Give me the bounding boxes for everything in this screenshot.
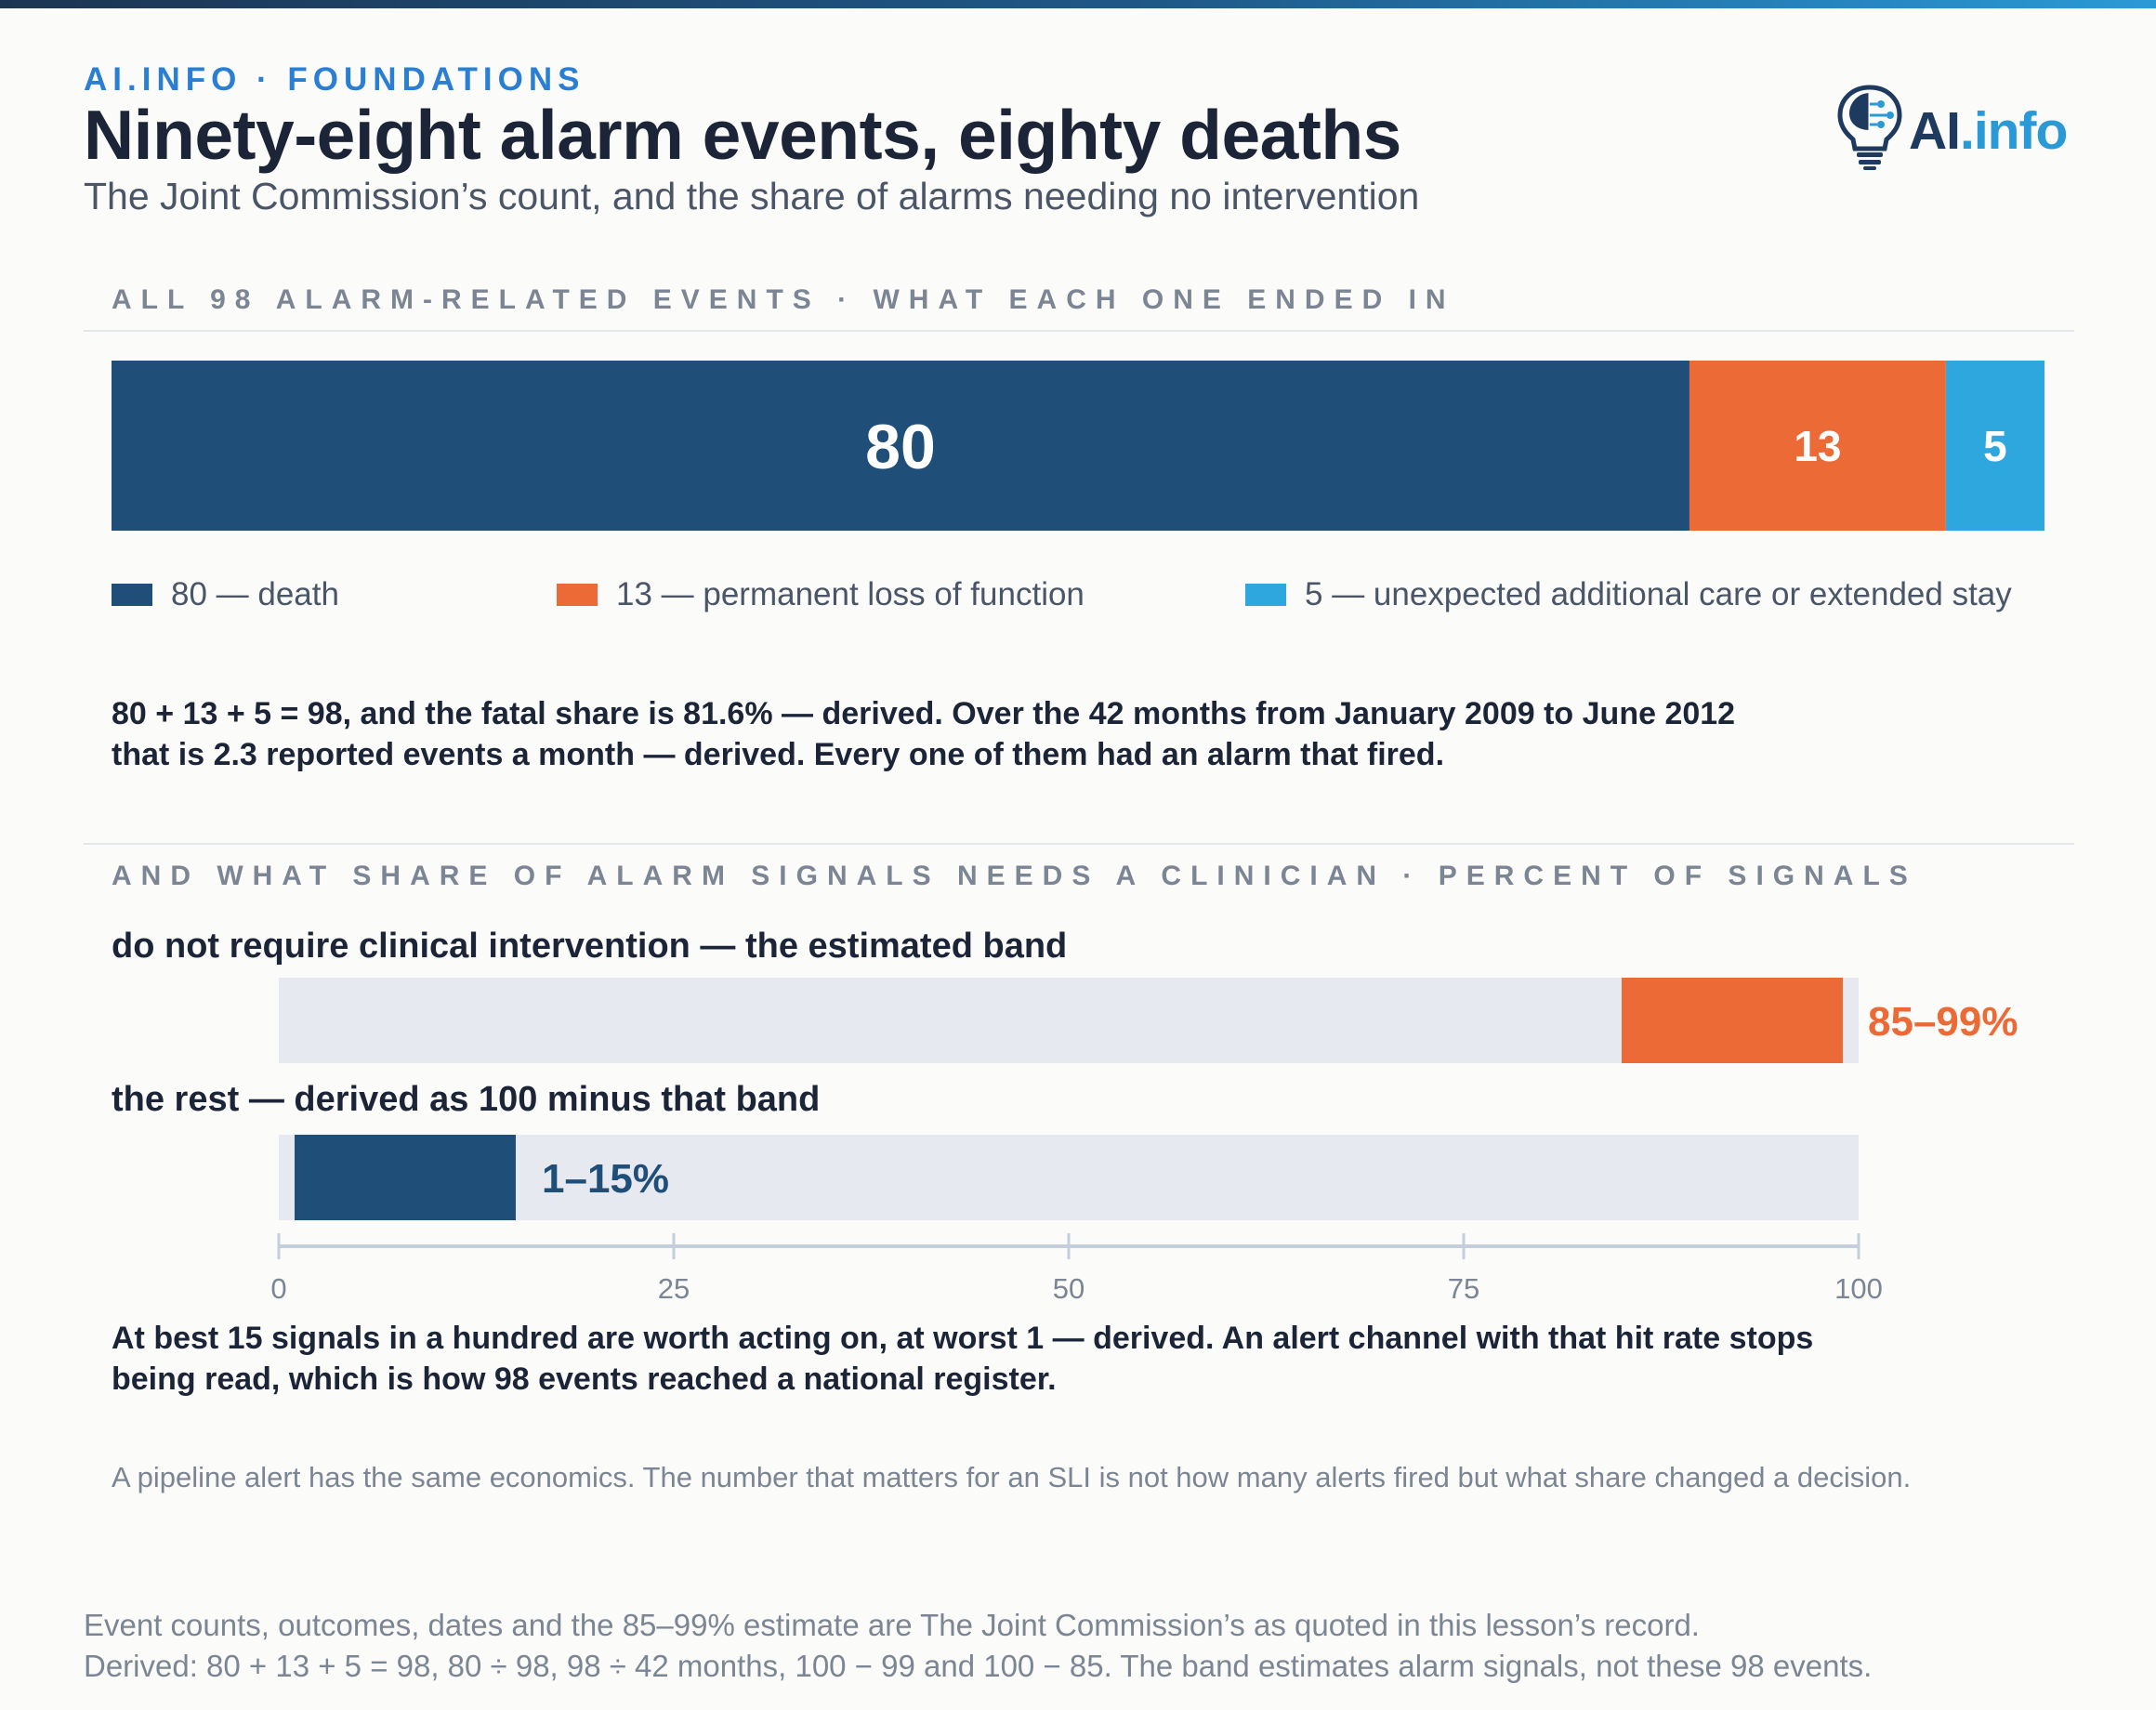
legend-death: 80 — death [112,576,339,613]
x-axis-tick-label: 25 [658,1272,690,1305]
brand-wordmark-accent: .info [1960,101,2068,161]
section1-label: ALL 98 ALARM-RELATED EVENTS · WHAT EACH … [112,284,1455,315]
legend-additional: 5 — unexpected additional care or extend… [1245,576,2012,613]
x-axis-tick-label: 75 [1448,1272,1479,1305]
brand-wordmark-main: AI [1909,101,1961,161]
section1-paragraph: 80 + 13 + 5 = 98, and the fatal share is… [112,696,1736,772]
legend-additional-label: 5 — unexpected additional care or extend… [1305,576,2012,612]
section2-label: AND WHAT SHARE OF ALARM SIGNALS NEEDS A … [112,861,1917,891]
range-value-label-rest: 1–15% [542,1156,669,1202]
legend-permanent-label: 13 — permanent loss of function [616,576,1085,612]
legend-permanent: 13 — permanent loss of function [557,576,1085,613]
legend-permanent-swatch [557,584,598,606]
page-title: Ninety-eight alarm events, eighty deaths [84,96,1401,174]
stack-label-death: 80 [865,412,936,482]
x-axis-tick-label: 100 [1834,1272,1883,1305]
legend-death-label: 80 — death [171,576,339,612]
stack-label-permanent: 13 [1794,422,1841,470]
source-line-1: Event counts, outcomes, dates and the 85… [84,1608,1700,1642]
stack-segment-permanent [1689,361,1946,531]
kicker: AI.INFO · FOUNDATIONS [84,61,585,98]
range-band-rest [295,1135,516,1220]
section2-note: A pipeline alert has the same economics.… [112,1461,1912,1493]
source-line-2: Derived: 80 + 13 + 5 = 98, 80 ÷ 98, 98 ÷… [84,1649,1873,1683]
range-bar-label-rest: the rest — derived as 100 minus that ban… [112,1080,821,1119]
page-subtitle: The Joint Commission’s count, and the sh… [84,175,1420,217]
range-bar-chart: 85–99% 1–15% 0 25 50 75 100 [270,978,2018,1305]
x-axis-tick-label: 0 [270,1272,286,1305]
section2-paragraph: At best 15 signals in a hundred are wort… [112,1321,1814,1397]
stack-label-additional: 5 [1983,422,2007,470]
legend-additional-swatch [1245,584,1286,606]
range-track-intervention [279,978,1859,1063]
legend-death-swatch [112,584,152,606]
stack-segment-death [112,361,1689,531]
section1-rule [84,330,2074,332]
brand-wordmark: AI.info [1909,100,2068,162]
range-value-label-intervention: 85–99% [1868,999,2018,1045]
stacked-outcome-chart: 80 13 5 [112,361,2044,531]
range-bar-label-intervention: do not require clinical intervention — t… [112,927,1068,966]
stack-segment-additional [1945,361,2044,531]
x-axis-tick-label: 50 [1053,1272,1085,1305]
lightbulb-brain-icon [1837,85,1902,170]
brand-logo: AI.info [1833,82,2074,171]
source-note: Event counts, outcomes, dates and the 85… [84,1605,1872,1687]
top-accent-bar [0,0,2156,8]
range-track-rest [279,1135,1859,1220]
range-band-intervention [1622,978,1843,1063]
section2-rule [84,843,2074,845]
